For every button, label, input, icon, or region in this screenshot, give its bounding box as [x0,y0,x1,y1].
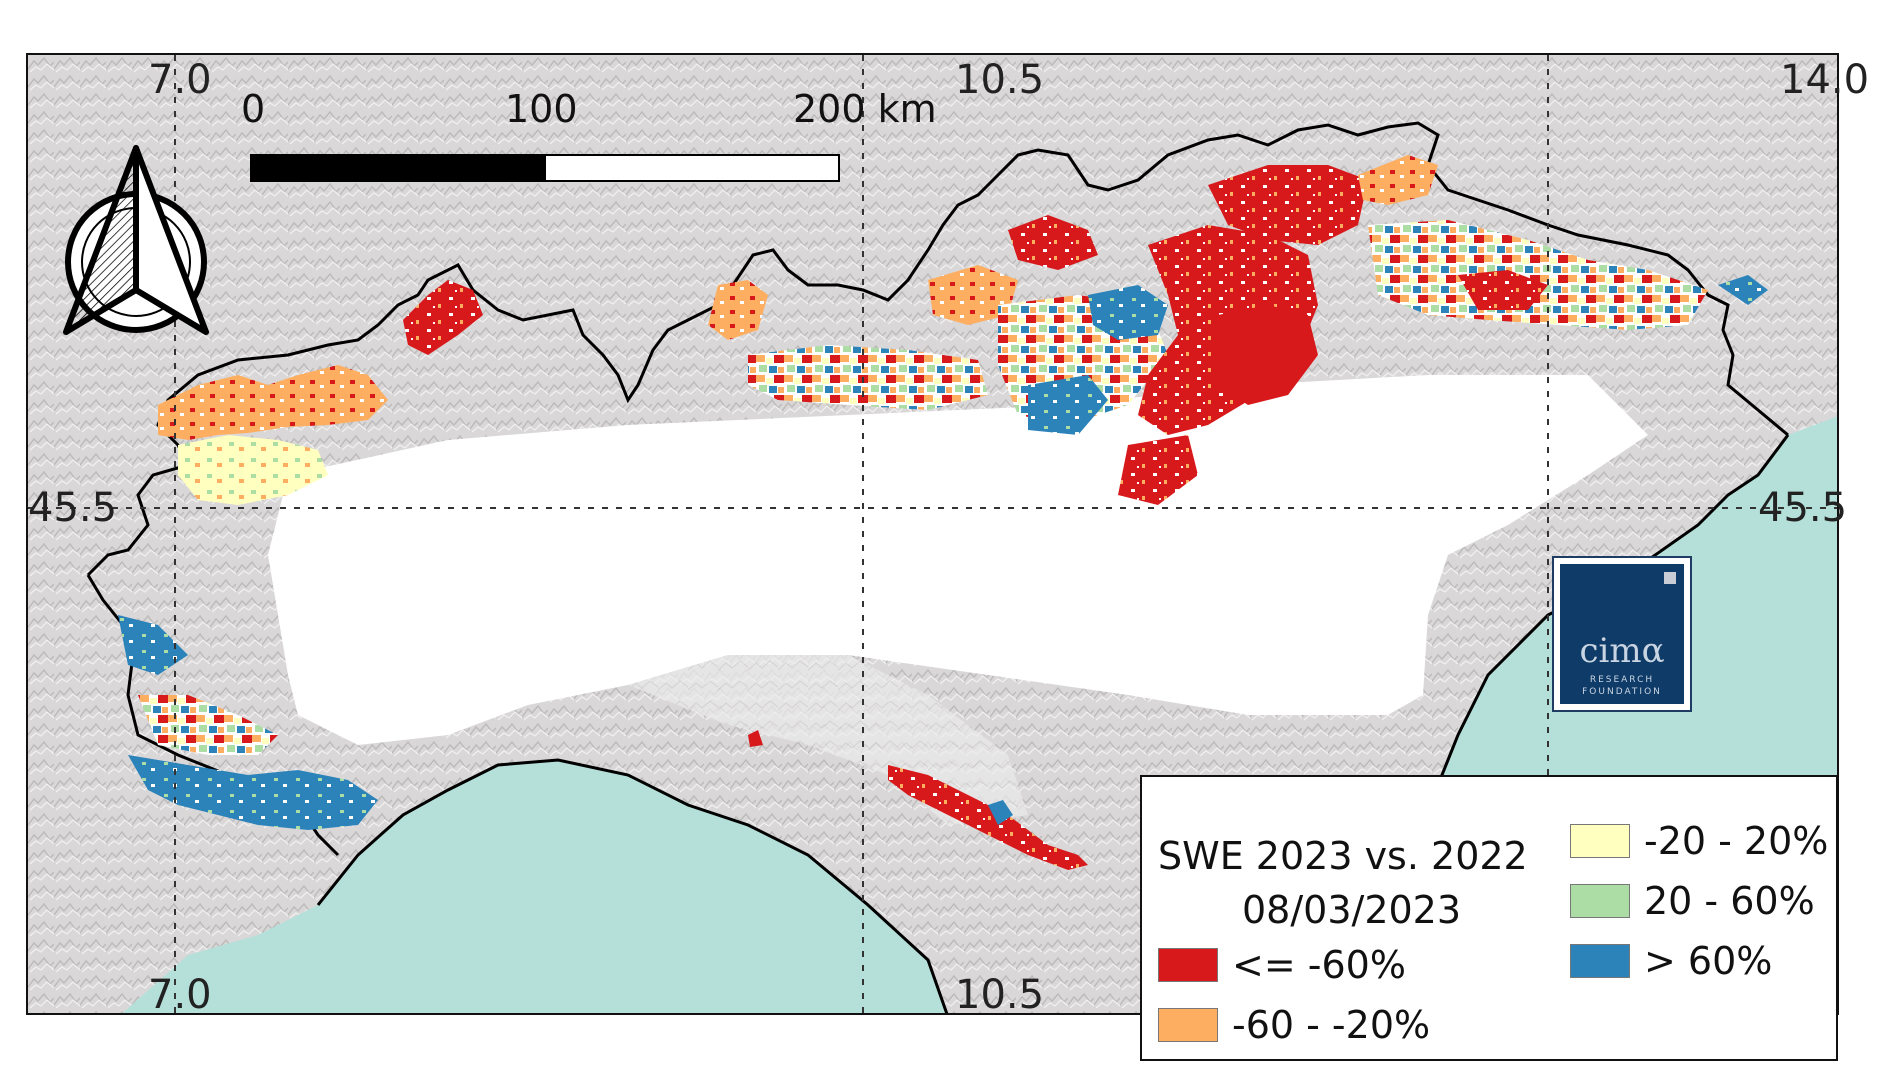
map-frame [26,53,1839,1015]
swe-julian-red [1458,270,1548,310]
legend-item-minus20-20: -20 - 20% [1570,821,1828,861]
graticule-label-top-center: 10.5 [955,57,1045,103]
cima-logo: cimα RESEARCH FOUNDATION [1552,556,1692,712]
ligurian-coastline [316,758,949,1013]
scale-label-0: 0 [241,87,266,131]
scale-label-100: 100 [505,87,578,131]
swe-ossola-orange [708,280,768,340]
graticule-label-bottom-west: 7.0 [148,972,212,1018]
swe-west-orange [158,365,388,440]
swe-veneto-red [1218,305,1318,405]
swe-west-blue [118,615,188,675]
cima-logo-sub-line1: RESEARCH [1589,675,1655,685]
swe-west-yellow [178,435,328,505]
legend-swatch-gt-60 [1570,944,1630,978]
legend-label-minus20-20: -20 - 20% [1644,819,1829,863]
swe-bernina-orange [928,265,1018,325]
swe-maritime-mixed [138,695,278,755]
swe-southtyrol-red [1208,165,1368,245]
legend-swatch-20-60 [1570,884,1630,918]
legend-label-gt-60: > 60% [1644,939,1773,983]
legend: SWE 2023 vs. 2022 08/03/2023 <= -60% -60… [1140,775,1838,1061]
swe-friuli-mixed [1368,220,1708,330]
legend-label-20-60: 20 - 60% [1644,879,1815,923]
graticule-label-bottom-center: 10.5 [955,972,1045,1018]
scale-bar-white-segment [544,154,840,182]
swe-trento-red [1118,435,1198,505]
swe-carnic-orange [1358,155,1438,205]
swe-valtellina-red [1008,215,1098,270]
swe-adamello-blue [1028,375,1108,435]
north-arrow-icon [56,140,216,340]
map-canvas[interactable] [28,55,1839,1015]
legend-item-gt-60: > 60% [1570,941,1772,981]
legend-label-le-minus60: <= -60% [1232,943,1406,987]
swe-ortles-blue [1088,285,1168,340]
scale-bar-black-segment [250,154,546,182]
legend-swatch-minus60-minus20 [1158,1008,1218,1042]
scale-bar: 0 100 200 km [241,87,937,190]
legend-label-minus60-minus20: -60 - -20% [1232,1003,1431,1047]
swe-east-blue [1718,275,1768,305]
swe-apennine-dots [748,730,763,747]
legend-swatch-le-minus60 [1158,948,1218,982]
legend-date: 08/03/2023 [1242,888,1462,932]
legend-item-20-60: 20 - 60% [1570,881,1815,921]
swe-apennine-red [888,765,1088,870]
graticule-label-left: 45.5 [28,485,118,531]
legend-title: SWE 2023 vs. 2022 [1158,834,1528,878]
cima-logo-sub-line2: FOUNDATION [1582,687,1662,697]
swe-west-red [403,280,483,355]
graticule-label-top-east: 14.0 [1780,57,1870,103]
swe-apennine-blue [988,800,1013,825]
scale-label-200: 200 km [793,87,937,131]
national-border [86,121,1789,577]
po-valley-plain [268,375,1648,745]
legend-item-le-minus60: <= -60% [1158,945,1406,985]
legend-swatch-minus20-20 [1570,824,1630,858]
legend-item-minus60-minus20: -60 - -20% [1158,1005,1430,1045]
swe-maritime-blue [128,755,378,830]
swe-central-mixed [748,345,988,410]
graticule-label-top-west: 7.0 [148,57,212,103]
graticule-label-right: 45.5 [1758,485,1848,531]
cima-logo-brand: cimα [1579,631,1665,671]
